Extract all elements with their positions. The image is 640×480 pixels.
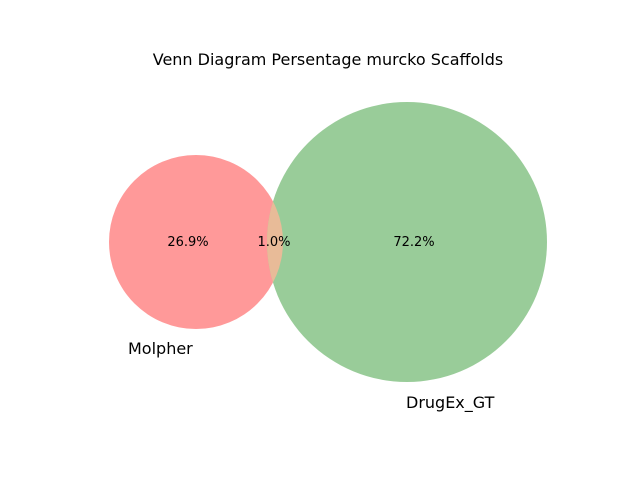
drugex-gt-circle: [267, 102, 547, 382]
overlap-percentage: 1.0%: [257, 235, 290, 250]
molpher-only-percentage: 26.9%: [167, 235, 208, 250]
molpher-label: Molpher: [128, 339, 193, 358]
drugex-gt-only-percentage: 72.2%: [393, 235, 434, 250]
molpher-circle: [109, 155, 283, 329]
drugex-gt-label: DrugEx_GT: [406, 393, 495, 413]
diagram-title: Venn Diagram Persentage murcko Scaffolds: [153, 50, 504, 69]
